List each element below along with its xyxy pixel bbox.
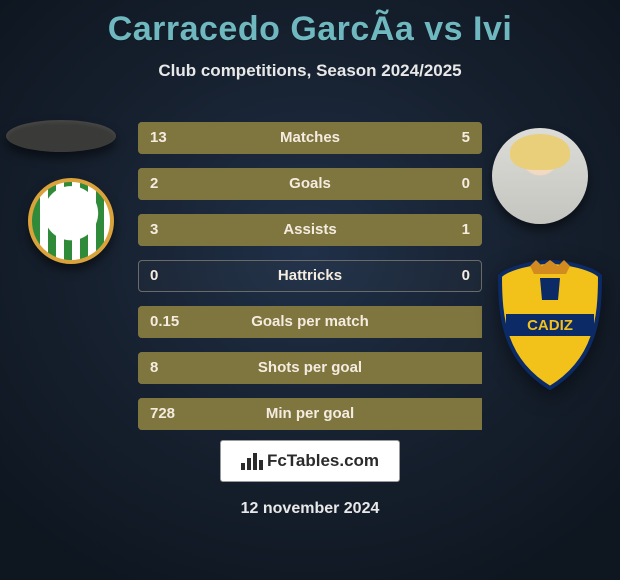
stat-label: Shots per goal <box>138 352 482 384</box>
stat-label: Goals <box>138 168 482 200</box>
stat-label: Assists <box>138 214 482 246</box>
logo-text: FcTables.com <box>267 451 379 471</box>
player-right-avatar <box>492 128 588 224</box>
stat-row: 8Shots per goal <box>138 352 482 384</box>
stat-row: 31Assists <box>138 214 482 246</box>
stat-row: 20Goals <box>138 168 482 200</box>
fctables-logo: FcTables.com <box>220 440 400 482</box>
page-title: Carracedo GarcÃ­a vs Ivi <box>0 0 620 49</box>
stat-label: Hattricks <box>138 260 482 292</box>
infographic-date: 12 november 2024 <box>0 500 620 518</box>
bar-chart-icon <box>241 452 263 470</box>
stat-label: Goals per match <box>138 306 482 338</box>
stat-row: 728Min per goal <box>138 398 482 430</box>
shield-top-glyph-icon <box>540 278 560 300</box>
player-left-avatar <box>6 120 116 152</box>
shield-crown-icon <box>530 260 570 274</box>
shield-band-text: CADIZ <box>527 317 573 334</box>
page-subtitle: Club competitions, Season 2024/2025 <box>0 61 620 81</box>
club-right-crest: CADIZ <box>496 260 604 390</box>
stat-row: 00Hattricks <box>138 260 482 292</box>
club-left-crest <box>28 178 114 264</box>
stat-label: Matches <box>138 122 482 154</box>
stat-label: Min per goal <box>138 398 482 430</box>
comparison-bars: 135Matches 20Goals 31Assists 00Hattricks 0.1… <box>138 122 482 444</box>
stat-row: 0.15Goals per match <box>138 306 482 338</box>
stat-row: 135Matches <box>138 122 482 154</box>
